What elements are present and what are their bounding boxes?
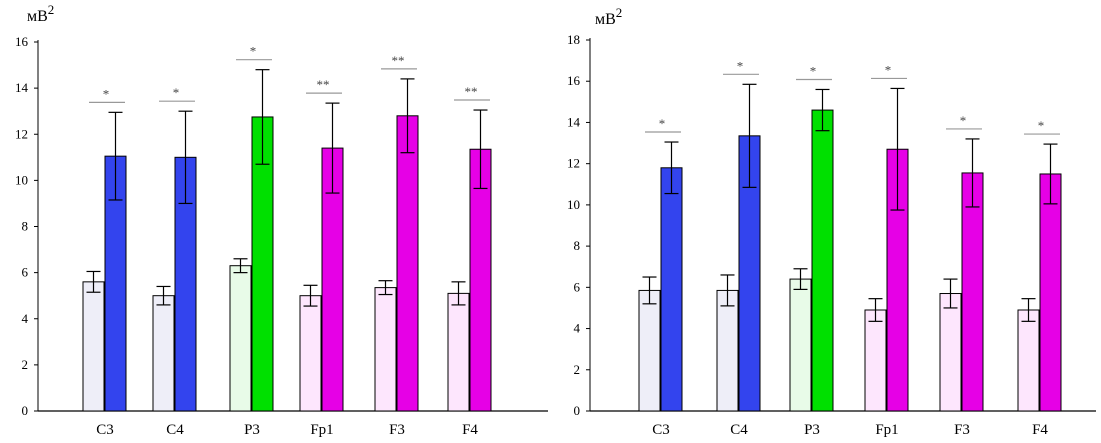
chart1-y-tick-label: 0 bbox=[22, 403, 29, 418]
chart2-y-unit-sup: 2 bbox=[616, 5, 623, 20]
chart2-y-unit-base: мВ bbox=[595, 11, 616, 28]
chart1-bar-fp1-pre bbox=[299, 295, 322, 412]
chart2-bar-c4-pre bbox=[716, 289, 739, 412]
chart2-sig-label-f3: * bbox=[960, 113, 967, 128]
chart2-y-tick-label: 10 bbox=[567, 197, 580, 212]
chart1-category-label-f3: F3 bbox=[389, 422, 405, 438]
chart2-bar-p3-post bbox=[811, 109, 834, 412]
chart1-y-tick-label: 8 bbox=[22, 219, 29, 234]
chart2-bar-f3-post bbox=[961, 172, 984, 412]
chart1-y-tick-label: 4 bbox=[22, 311, 29, 326]
chart2-category-label-c3: C3 bbox=[652, 422, 670, 438]
chart1-bar-p3-pre bbox=[229, 265, 252, 412]
chart1-sig-label-p3: * bbox=[250, 44, 257, 59]
chart1-y-tick-label: 6 bbox=[22, 265, 29, 280]
chart1-sig-label-c4: * bbox=[173, 85, 180, 100]
chart2-bar-fp1-pre bbox=[864, 309, 887, 412]
chart1-sig-label-f4: ** bbox=[465, 84, 478, 99]
chart2-y-tick-label: 6 bbox=[574, 279, 581, 294]
chart2-bar-f4-post bbox=[1039, 173, 1062, 412]
chart1-sig-label-fp1: ** bbox=[317, 77, 330, 92]
chart2-category-label-f3: F3 bbox=[954, 422, 970, 438]
chart1-bar-f4-pre bbox=[447, 292, 470, 412]
chart2-sig-label-f4: * bbox=[1038, 118, 1045, 133]
chart1-category-label-fp1: Fp1 bbox=[310, 422, 333, 438]
chart2-category-label-c4: C4 bbox=[730, 422, 748, 438]
chart2-sig-label-p3: * bbox=[810, 63, 817, 78]
chart2-y-tick-label: 8 bbox=[574, 238, 581, 253]
chart1-y-tick-label: 12 bbox=[15, 126, 28, 141]
chart1-category-label-c3: C3 bbox=[96, 422, 114, 438]
chart1-bar-c3-pre bbox=[82, 281, 105, 412]
chart1-y-unit-label: мВ2 bbox=[27, 2, 54, 25]
chart2-bar-c3-post bbox=[660, 167, 683, 412]
chart1-y-tick-label: 2 bbox=[22, 357, 29, 372]
chart1-sig-label-f3: ** bbox=[392, 53, 405, 68]
chart1-bar-c4-pre bbox=[152, 295, 175, 412]
chart2-y-tick-label: 4 bbox=[574, 321, 581, 336]
chart2-category-label-p3: P3 bbox=[804, 422, 820, 438]
chart2-y-tick-label: 12 bbox=[567, 156, 580, 171]
chart2-bar-p3-pre bbox=[789, 278, 812, 412]
chart2-y-tick-label: 14 bbox=[567, 114, 581, 129]
chart2-sig-label-c3: * bbox=[659, 116, 666, 131]
chart1-y-unit-base: мВ bbox=[27, 8, 48, 25]
chart1-category-label-p3: P3 bbox=[244, 422, 260, 438]
chart2-y-tick-label: 18 bbox=[567, 32, 580, 47]
chart2-y-tick-label: 2 bbox=[574, 362, 581, 377]
chart2-bar-f3-pre bbox=[939, 293, 962, 412]
chart2-y-unit-label: мВ2 bbox=[595, 5, 622, 28]
chart1-y-tick-label: 14 bbox=[15, 80, 29, 95]
chart1-y-unit-sup: 2 bbox=[48, 2, 55, 17]
chart2-sig-label-fp1: * bbox=[885, 62, 892, 77]
chart2-category-label-f4: F4 bbox=[1032, 422, 1048, 438]
chart1-y-tick-label: 16 bbox=[15, 34, 29, 49]
chart1-bar-f3-pre bbox=[374, 287, 397, 412]
chart1-sig-label-c3: * bbox=[103, 86, 110, 101]
chart2-sig-label-c4: * bbox=[737, 58, 744, 73]
chart1-y-tick-label: 10 bbox=[15, 172, 28, 187]
chart1-bar-f3-post bbox=[396, 115, 419, 412]
chart2-category-label-fp1: Fp1 bbox=[875, 422, 898, 438]
chart2-y-tick-label: 16 bbox=[567, 73, 581, 88]
chart1-category-label-c4: C4 bbox=[166, 422, 184, 438]
chart2-y-tick-label: 0 bbox=[574, 403, 581, 418]
chart1-category-label-f4: F4 bbox=[462, 422, 478, 438]
chart2-bar-c3-pre bbox=[638, 289, 661, 412]
chart2-bar-f4-pre bbox=[1017, 309, 1040, 412]
